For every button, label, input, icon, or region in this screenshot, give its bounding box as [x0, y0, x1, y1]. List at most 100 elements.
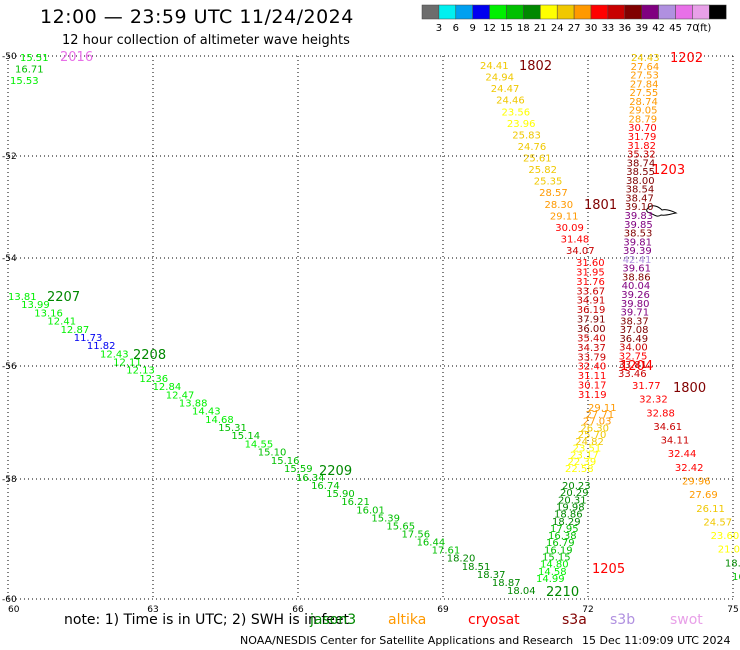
wave-height-reading: 23.60: [711, 531, 740, 542]
wave-height-reading: 28.79: [628, 114, 657, 125]
wave-height-reading: 15.65: [386, 521, 415, 532]
wave-height-reading: 32.44: [668, 449, 697, 460]
wave-height-reading: 27.55: [630, 88, 659, 99]
wave-height-reading: 20.31: [558, 495, 587, 506]
wave-height-reading: 20.29: [560, 488, 589, 499]
wave-height-reading: 30.17: [578, 381, 607, 392]
wave-height-reading: 16: [732, 572, 740, 583]
wave-height-reading: 18.86: [554, 510, 583, 521]
wave-height-reading: 34.07: [566, 246, 595, 257]
wave-height-reading: 27.69: [689, 490, 718, 501]
wave-height-reading: 25.70: [578, 430, 607, 441]
wave-height-reading: 14.99: [536, 574, 565, 585]
colorbar-tick-label: 45: [669, 23, 682, 34]
wave-height-reading: 22.39: [568, 457, 597, 468]
wave-height-reading: 28.74: [629, 97, 658, 108]
wave-height-reading: 38.54: [626, 185, 655, 196]
longitude-label: 63: [147, 605, 158, 615]
wave-height-reading: 24.43: [631, 53, 660, 64]
latitude-label: -50: [2, 52, 17, 62]
wave-height-reading: 18.5: [725, 558, 740, 569]
pass-time-labels: 2016 1802 1202 1203 1801 2207 2208 1204 1800 2209…: [47, 50, 706, 600]
wave-height-reading: 15.31: [218, 423, 247, 434]
wave-height-reading: 32.88: [646, 408, 675, 419]
wave-height-reading: 18.04: [507, 586, 536, 597]
pass-time-label: 2016: [60, 50, 93, 65]
wave-height-reading: 21.04: [718, 545, 740, 556]
wave-height-reading: 12.43: [100, 349, 129, 360]
wave-height-reading: 13.16: [34, 308, 63, 319]
wave-height-reading: 12.47: [166, 390, 195, 401]
wave-height-reading: 12.13: [126, 366, 155, 377]
wave-height-reading: 27.53: [630, 71, 659, 82]
wave-height-reading: 33.46: [618, 369, 647, 380]
longitude-label: 66: [292, 605, 304, 615]
colorbar-tick-label: 42: [652, 23, 665, 34]
wave-height-reading: 24.82: [575, 437, 604, 448]
wave-height-reading: 11.73: [74, 333, 103, 344]
pass-time-label: 2208: [133, 348, 166, 363]
wave-height-reading: 31.60: [576, 258, 605, 269]
kerguelen-island-outline: [646, 205, 678, 217]
colorbar-tick-label: 30: [585, 23, 598, 34]
wave-height-reading: 16.38: [548, 531, 577, 542]
wave-height-reading: 14.80: [540, 560, 569, 571]
wave-height-colorbar: 3 6 9 12 15 18 21 24 27 30 33 36 39 42 45 70(ft): [421, 4, 727, 34]
wave-height-reading: 33.81: [618, 360, 647, 371]
wave-height-reading: 31.19: [578, 390, 607, 401]
wave-height-reading: 27.03: [583, 417, 612, 428]
wave-height-reading: 39.10: [625, 202, 654, 213]
wave-height-reading: 24.57: [703, 517, 732, 528]
wave-height-reading: 15.39: [371, 513, 400, 524]
wave-height-reading: 30.70: [628, 123, 657, 134]
wave-height-reading: 19.98: [556, 502, 585, 513]
wave-height-reading: 14.58: [538, 567, 567, 578]
wave-height-reading: 25.83: [512, 130, 541, 141]
pass-time-label: 1801: [584, 198, 617, 213]
wave-height-reading: 27.84: [630, 79, 659, 90]
chart-title: 12:00 — 23:59 UTC 11/24/2024: [40, 6, 354, 28]
longitude-label: 69: [437, 605, 449, 615]
wave-height-reading: 35.40: [577, 333, 606, 344]
wave-height-reading: 25.35: [534, 177, 563, 188]
wave-height-reading: 13.81: [8, 292, 37, 303]
wave-height-reading: 36.49: [619, 334, 648, 345]
wave-height-reading: 14.68: [205, 415, 234, 426]
wave-height-reading: 33.67: [576, 286, 605, 297]
wave-height-reading: 28.30: [545, 200, 574, 211]
wave-height-reading: 12.36: [139, 374, 168, 385]
wave-height-reading: 31.77: [632, 381, 661, 392]
wave-height-reading: 29.96: [682, 477, 711, 488]
wave-height-reading: 32.42: [675, 463, 704, 474]
pass-time-label: 1202: [670, 51, 703, 66]
wave-height-reading: 31.82: [627, 141, 656, 152]
wave-height-reading: 17.56: [402, 530, 431, 541]
wave-height-reading: 39.85: [624, 220, 653, 231]
colorbar-tick-label: 36: [618, 23, 631, 34]
chart-subtitle: 12 hour collection of altimeter wave hei…: [62, 33, 350, 48]
wave-height-reading: 26.11: [696, 504, 725, 515]
wave-height-reading: 12.41: [47, 317, 76, 328]
wave-height-reading: 31.48: [561, 234, 590, 245]
map-grid: [7, 55, 734, 600]
wave-height-reading: 40.04: [622, 281, 651, 292]
footer-note: note: 1) Time is in UTC; 2) SWH is in fe…: [64, 612, 350, 628]
wave-height-reading: 16.74: [311, 481, 340, 492]
wave-height-reading: 16.34: [296, 473, 325, 484]
colorbar-tick-label: 39: [635, 23, 648, 34]
latitude-label: -58: [2, 475, 17, 485]
wave-height-reading: 38.86: [622, 272, 651, 283]
wave-height-reading: 18.29: [552, 517, 581, 528]
satellite-legend-item: jason3: [310, 612, 357, 628]
wave-height-reading: 15.15: [542, 553, 571, 564]
pass-time-label: 2207: [47, 290, 80, 305]
colorbar-tick-label: 15: [500, 23, 513, 34]
colorbar-tick-label: 18: [517, 23, 530, 34]
wave-height-reading: 28.57: [539, 188, 568, 199]
generated-timestamp: 15 Dec 11:09:09 UTC 2024: [582, 634, 731, 647]
pass-time-label: 2209: [319, 464, 352, 479]
wave-height-reading: 17.95: [550, 524, 579, 535]
wave-height-reading: 25.82: [528, 165, 557, 176]
wave-height-reading: 27.71: [585, 410, 614, 421]
